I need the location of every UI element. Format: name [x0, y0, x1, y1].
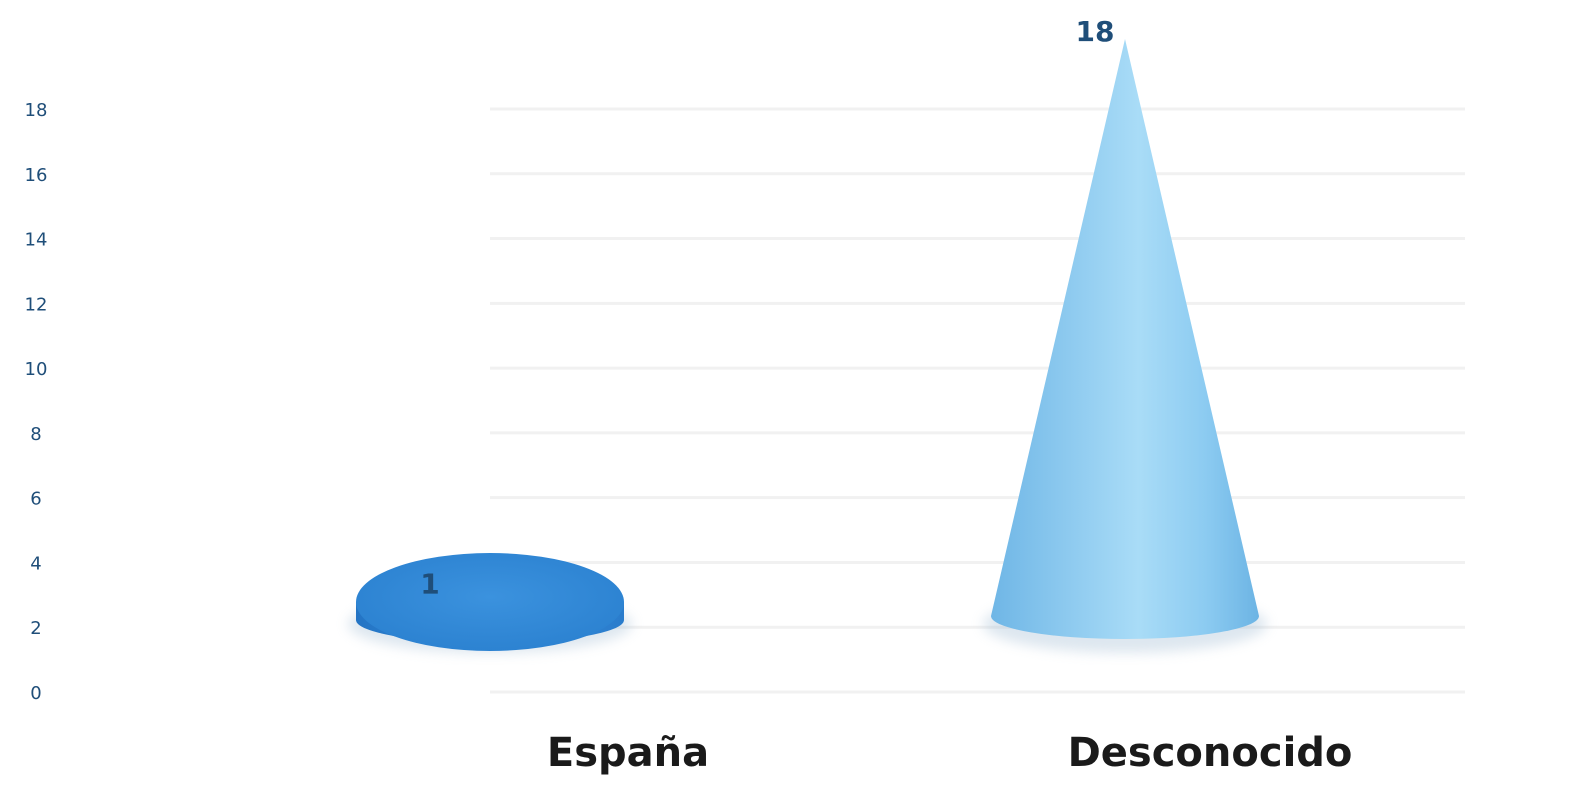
y-tick-label: 16 — [25, 165, 48, 186]
y-tick-label: 12 — [25, 294, 48, 315]
y-tick-label: 2 — [30, 618, 41, 639]
y-tick-label: 18 — [25, 100, 48, 121]
bar-desconocido — [991, 39, 1259, 639]
x-tick-label-espana: España — [547, 730, 709, 776]
gridlines — [490, 107, 1465, 694]
x-axis: España Desconocido — [547, 730, 1353, 776]
y-tick-label: 4 — [30, 553, 41, 574]
y-tick-label: 8 — [30, 424, 41, 445]
bars — [348, 39, 1267, 653]
data-label-espana: 1 — [420, 568, 439, 601]
y-tick-label: 0 — [30, 683, 41, 704]
x-tick-label-desconocido: Desconocido — [1068, 730, 1353, 776]
y-tick-label: 6 — [30, 489, 41, 510]
y-tick-label: 10 — [25, 359, 48, 380]
y-tick-label: 14 — [25, 230, 48, 251]
data-label-desconocido: 18 — [1076, 15, 1115, 48]
data-labels: 1 18 — [420, 15, 1114, 601]
bar-espana — [356, 553, 624, 651]
y-axis: 0 2 4 6 8 10 12 14 16 18 — [25, 100, 48, 704]
